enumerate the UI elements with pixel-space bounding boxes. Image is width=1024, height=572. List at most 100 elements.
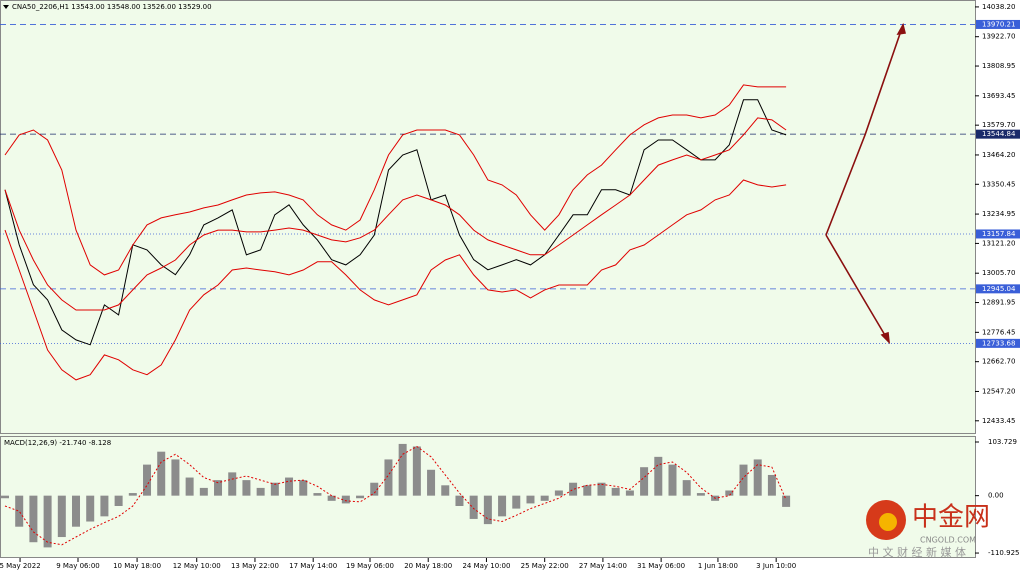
macd-bar: [455, 495, 464, 507]
menu-arrow: [3, 5, 9, 9]
up-arrow-head: [896, 22, 906, 36]
level-label-box: [976, 229, 1020, 239]
y-tick-label: 13234.95: [982, 210, 1015, 218]
macd-bar: [199, 487, 208, 496]
forecast-arrows: [825, 22, 906, 345]
macd-bar: [228, 472, 237, 496]
x-tick-label: 5 May 2022: [0, 562, 41, 570]
macd-bar: [469, 495, 478, 519]
macd-bar: [356, 495, 365, 499]
brand-slogan: 中 文 财 经 新 媒 体: [868, 545, 966, 559]
macd-bar: [441, 485, 450, 496]
macd-signal: [4, 445, 787, 546]
y-tick-label: 13464.20: [982, 151, 1015, 159]
down-arrow: [825, 234, 890, 343]
y-tick-label: 12547.20: [982, 387, 1015, 395]
y-tick-label: -110.925: [988, 549, 1019, 557]
macd-bar: [370, 482, 379, 496]
macd-bar: [597, 482, 606, 496]
macd-bar: [384, 459, 393, 496]
macd-bar: [157, 451, 166, 496]
x-tick-label: 27 May 14:00: [579, 562, 627, 570]
level-label-box: [976, 284, 1020, 294]
macd-bar: [696, 493, 705, 496]
bollinger-band: [4, 117, 787, 311]
bollinger-band: [4, 84, 787, 276]
y-tick-label: 14038.20: [982, 3, 1015, 11]
level-label: 13157.84: [982, 230, 1016, 238]
macd-bar: [86, 495, 95, 522]
macd-bar: [72, 495, 81, 527]
macd-bar: [285, 477, 294, 496]
y-tick-label: 13350.45: [982, 180, 1015, 188]
macd-bar: [668, 464, 677, 496]
macd-bar: [611, 487, 620, 496]
y-tick-label: 103.729: [988, 438, 1017, 446]
x-tick-label: 12 May 10:00: [173, 562, 221, 570]
x-tick-label: 1 Jun 18:00: [698, 562, 738, 570]
x-tick-label: 19 May 06:00: [346, 562, 394, 570]
chart-header: CNA50_2206,H1 13543.00 13548.00 13526.00…: [12, 3, 212, 11]
macd-bar: [327, 495, 336, 501]
macd-bar: [256, 487, 265, 496]
x-tick-label: 24 May 10:00: [462, 562, 510, 570]
x-tick-label: 9 May 06:00: [56, 562, 100, 570]
level-label-box: [976, 19, 1020, 29]
y-tick-label: 13121.20: [982, 239, 1015, 247]
y-tick-label: 12776.45: [982, 328, 1015, 336]
macd-bar: [483, 495, 492, 525]
macd-bar: [313, 493, 322, 496]
macd-bar: [214, 480, 223, 496]
macd-bar: [725, 490, 734, 496]
x-tick-label: 10 May 18:00: [113, 562, 161, 570]
y-tick-label: 13808.95: [982, 62, 1015, 70]
macd-bar: [270, 482, 279, 496]
macd-bar: [498, 495, 507, 517]
macd-bar: [341, 495, 350, 504]
macd-bar: [398, 443, 407, 496]
macd-bar: [242, 480, 251, 496]
x-tick-label: 25 May 22:00: [521, 562, 569, 570]
macd-bar: [526, 495, 535, 504]
y-tick-label: 12433.45: [982, 417, 1015, 425]
price-line: [4, 99, 787, 346]
level-label-box: [976, 129, 1020, 139]
level-label: 12733.68: [982, 339, 1015, 347]
level-label-box: [976, 338, 1020, 348]
logo-inner: [879, 513, 897, 531]
macd-header: MACD(12,26,9) -21.740 -8.128: [4, 439, 111, 447]
macd-bar: [540, 495, 549, 501]
down-arrow-head: [880, 331, 891, 345]
macd-bar: [427, 469, 436, 496]
macd-bar: [143, 464, 152, 496]
brand-name: 中金网: [912, 503, 990, 533]
macd-bar: [625, 490, 634, 496]
macd-bar: [185, 477, 194, 496]
macd-bar: [100, 495, 109, 517]
macd-bar: [43, 495, 52, 548]
macd-pane-border: [0, 436, 976, 558]
macd-bar: [739, 464, 748, 496]
macd-bar: [299, 480, 308, 496]
macd-bar: [29, 495, 38, 543]
macd-bar: [57, 495, 66, 538]
level-label: 12945.04: [982, 285, 1016, 293]
y-tick-label: 12891.95: [982, 299, 1015, 307]
macd-bar: [1, 495, 9, 499]
macd-bar: [15, 495, 24, 527]
y-tick-label: 13693.45: [982, 92, 1015, 100]
macd-bar: [171, 459, 180, 496]
macd-bar: [412, 446, 421, 496]
macd-bar: [682, 480, 691, 496]
macd-bar: [554, 490, 563, 496]
macd-bar: [654, 456, 663, 496]
y-tick-label: 0.00: [988, 492, 1004, 500]
price-pane-border: [0, 0, 976, 434]
macd-bar: [128, 493, 137, 496]
x-tick-label: 17 May 14:00: [289, 562, 337, 570]
x-tick-label: 31 May 06:00: [637, 562, 685, 570]
y-tick-label: 12662.70: [982, 358, 1015, 366]
level-label: 13544.84: [982, 130, 1016, 138]
macd-bar: [583, 485, 592, 496]
